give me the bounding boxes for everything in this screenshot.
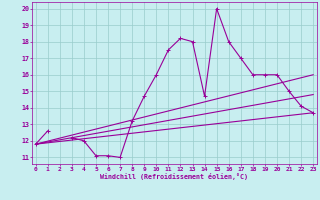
X-axis label: Windchill (Refroidissement éolien,°C): Windchill (Refroidissement éolien,°C) (100, 173, 248, 180)
